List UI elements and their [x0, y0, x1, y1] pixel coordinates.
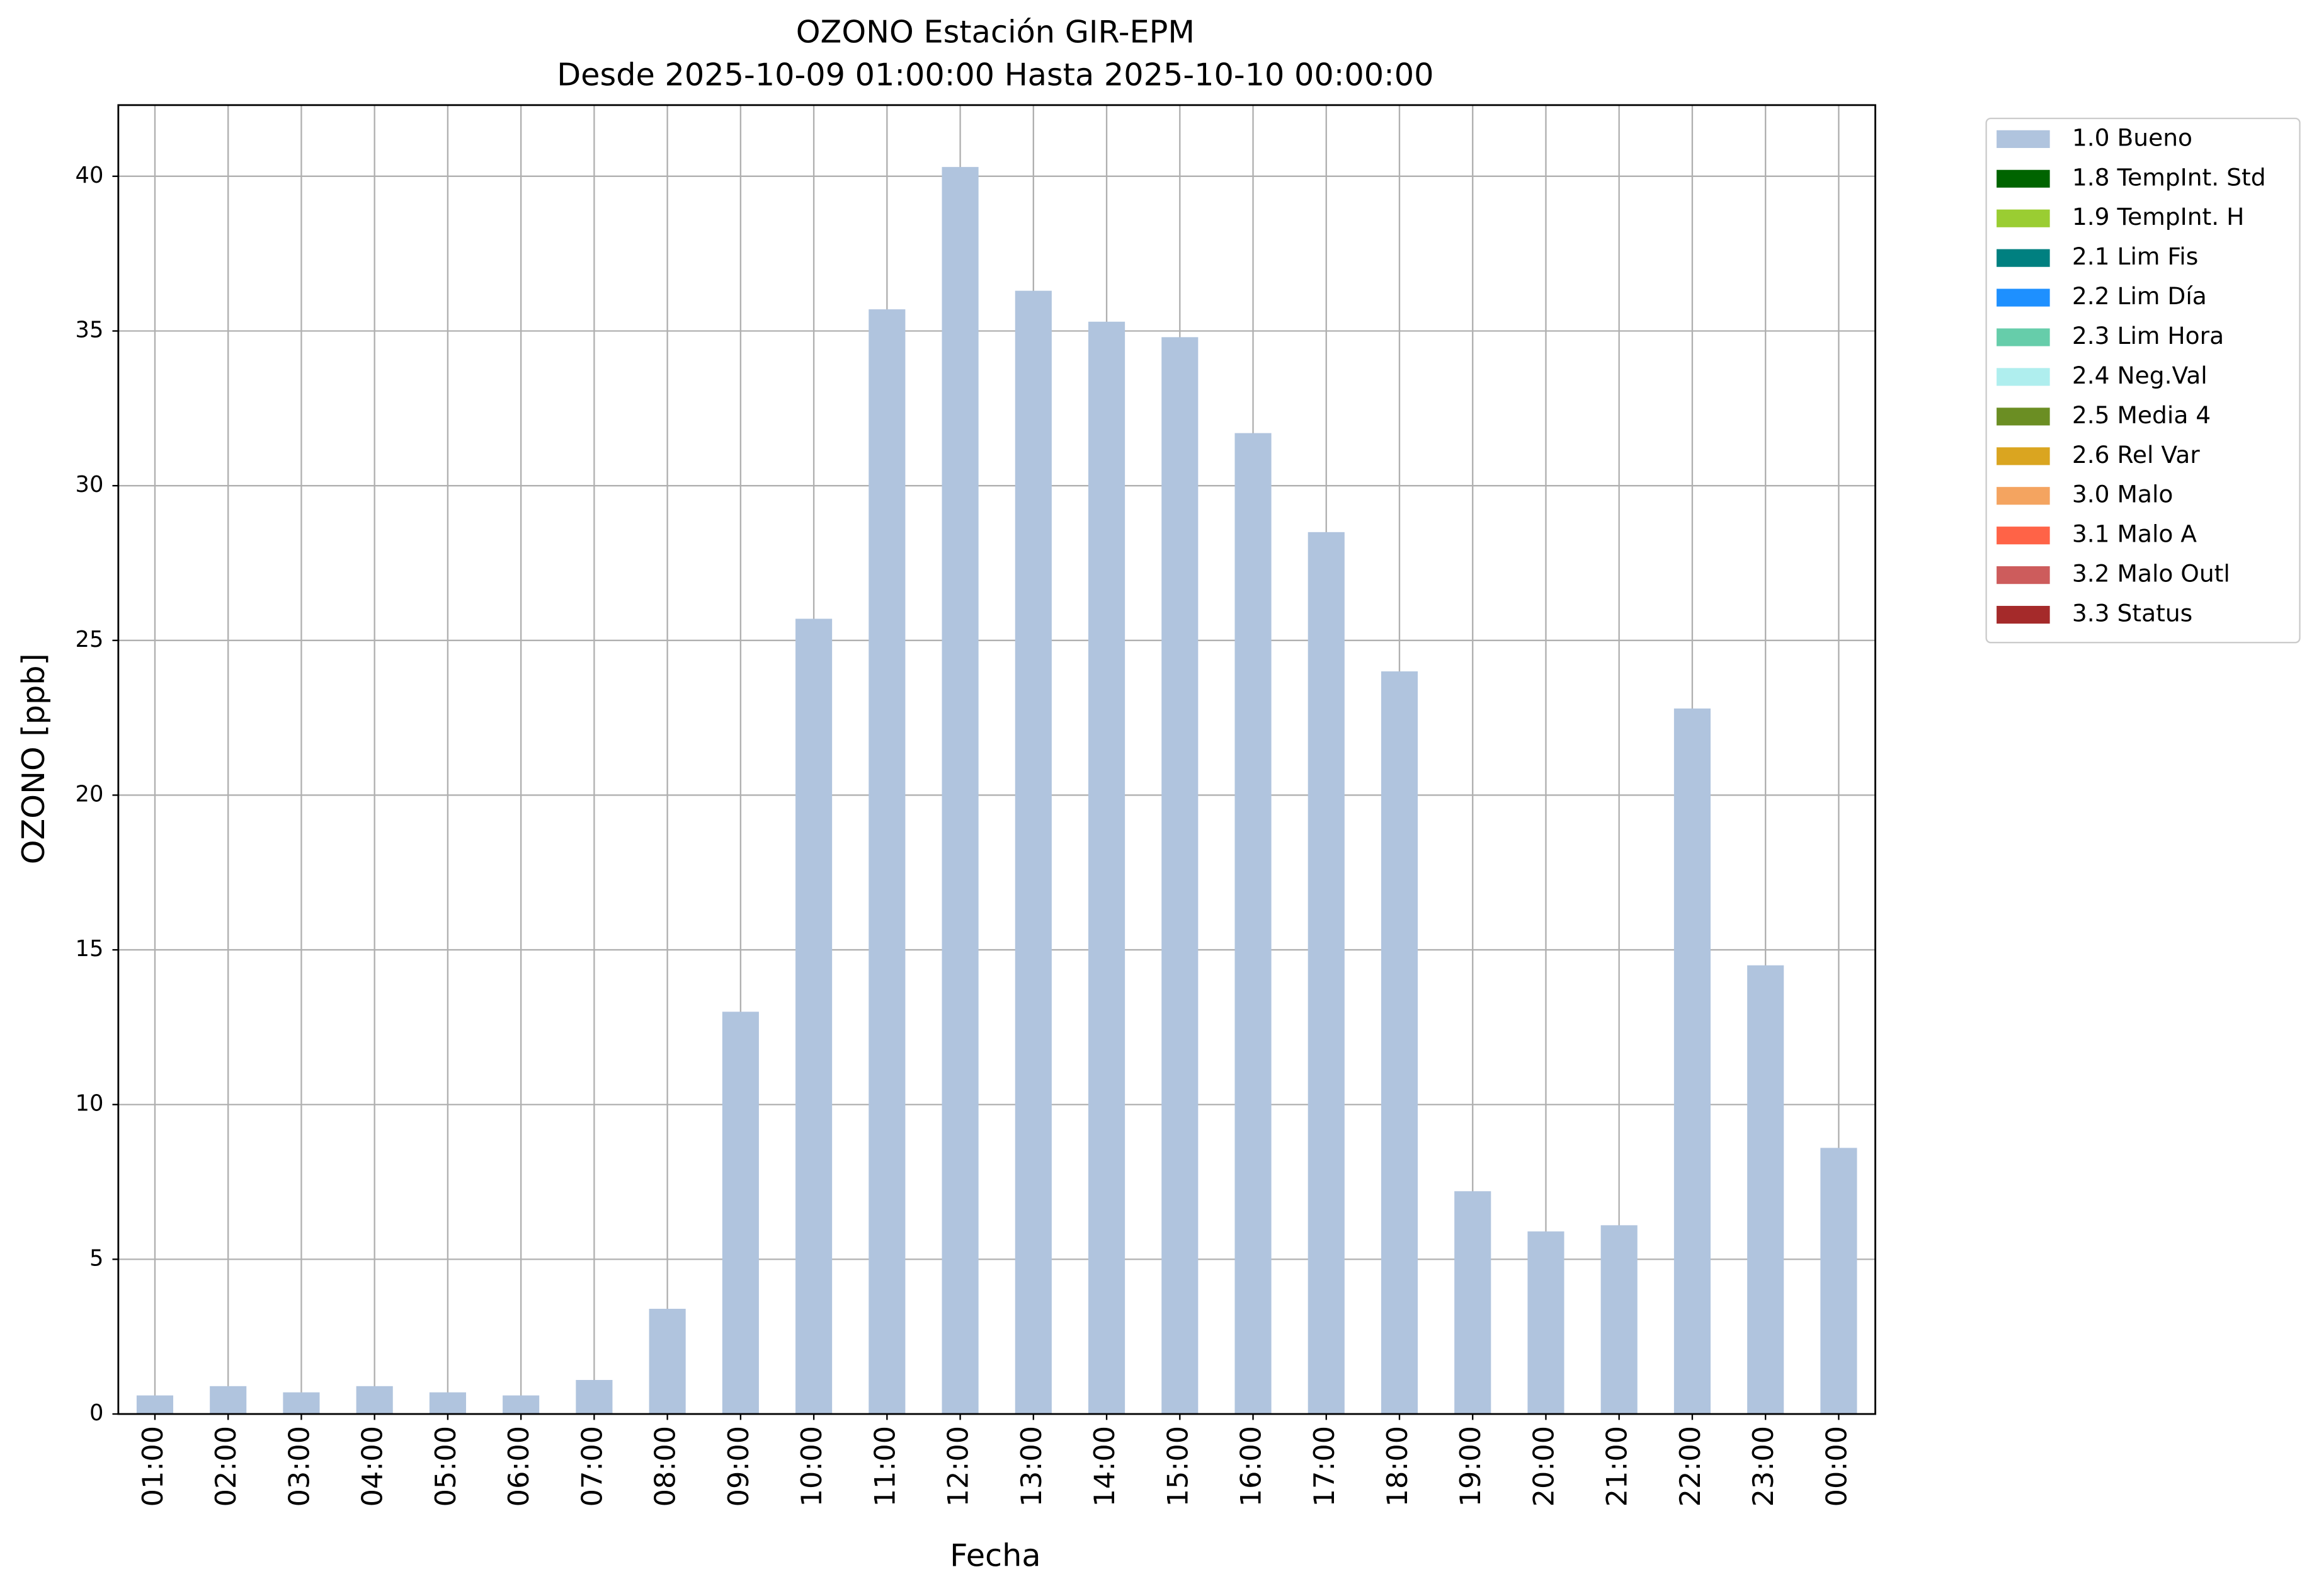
x-tick-label: 04:00 [356, 1426, 389, 1507]
chart-subtitle: Desde 2025-10-09 01:00:00 Hasta 2025-10-… [557, 57, 1433, 93]
bar [1161, 337, 1199, 1415]
x-tick-label: 22:00 [1674, 1426, 1707, 1507]
legend-label: 2.2 Lim Día [2072, 282, 2207, 310]
legend-swatch [1997, 447, 2050, 465]
bar [1381, 671, 1418, 1415]
legend-swatch [1997, 408, 2050, 426]
y-axis-label: OZONO [ppb] [15, 653, 52, 864]
legend-label: 1.8 TempInt. Std [2072, 163, 2266, 191]
legend-swatch [1997, 566, 2050, 584]
y-tick-label: 35 [76, 317, 104, 343]
legend-label: 3.3 Status [2072, 600, 2192, 627]
legend-swatch [1997, 209, 2050, 227]
legend-label: 3.0 Malo [2072, 481, 2174, 508]
chart-title: OZONO Estación GIR-EPM [796, 14, 1195, 50]
x-tick-label: 16:00 [1235, 1426, 1268, 1507]
bar [942, 167, 979, 1415]
legend-label: 1.0 Bueno [2072, 123, 2192, 151]
x-tick-label: 09:00 [722, 1426, 755, 1507]
bar [795, 618, 833, 1415]
bar [356, 1386, 393, 1415]
x-tick-label: 02:00 [210, 1426, 242, 1507]
bar [1600, 1225, 1638, 1415]
legend-label: 2.3 Lim Hora [2072, 322, 2224, 350]
x-axis-label: Fecha [950, 1537, 1041, 1573]
legend-swatch [1997, 527, 2050, 545]
bar [1308, 532, 1345, 1415]
y-tick-label: 5 [89, 1245, 103, 1271]
y-tick-label: 10 [76, 1091, 104, 1117]
y-tick-label: 20 [76, 781, 104, 807]
bar [576, 1379, 613, 1415]
bar [1088, 321, 1125, 1415]
bar [869, 309, 906, 1415]
legend-swatch [1997, 288, 2050, 307]
x-tick-label: 14:00 [1088, 1426, 1121, 1507]
x-tick-label: 18:00 [1381, 1426, 1414, 1507]
x-tick-label: 12:00 [942, 1426, 975, 1507]
x-tick-label: 13:00 [1015, 1426, 1048, 1507]
x-tick-label: 15:00 [1161, 1426, 1194, 1507]
bar [1234, 433, 1272, 1415]
x-tick-label: 10:00 [795, 1426, 828, 1507]
legend-label: 2.5 Media 4 [2072, 401, 2211, 429]
bar [210, 1386, 247, 1415]
y-tick-label: 15 [76, 936, 104, 962]
x-tick-label: 03:00 [283, 1426, 316, 1507]
x-tick-label: 19:00 [1454, 1426, 1487, 1507]
legend-swatch [1997, 487, 2050, 505]
legend-label: 2.6 Rel Var [2072, 441, 2200, 469]
y-tick-label: 0 [89, 1400, 103, 1426]
legend-swatch [1997, 169, 2050, 188]
grid [118, 105, 1876, 1415]
legend-swatch [1997, 368, 2050, 386]
y-tick-label: 30 [76, 472, 104, 498]
plot-frame [117, 104, 1876, 1415]
bar [1454, 1191, 1491, 1415]
legend-label: 3.1 Malo A [2072, 520, 2197, 548]
bar [429, 1392, 466, 1415]
x-tick-label: 07:00 [576, 1426, 608, 1507]
x-tick-label: 01:00 [137, 1426, 169, 1507]
legend-swatch [1997, 130, 2050, 148]
bar [1673, 708, 1711, 1415]
y-tick-label: 40 [76, 162, 104, 188]
legend-label: 1.9 TempInt. H [2072, 203, 2245, 231]
bars [136, 167, 1857, 1415]
legend-label: 3.2 Malo Outl [2072, 560, 2230, 588]
bar [136, 1395, 174, 1415]
x-tick-label: 11:00 [869, 1426, 901, 1507]
x-tick-label: 00:00 [1820, 1426, 1853, 1507]
legend-swatch [1997, 605, 2050, 624]
x-tick-label: 23:00 [1747, 1426, 1780, 1507]
x-tick-label: 21:00 [1601, 1426, 1634, 1507]
x-tick-label: 17:00 [1308, 1426, 1341, 1507]
x-tick-label: 20:00 [1527, 1426, 1560, 1507]
bar [722, 1012, 759, 1415]
x-tick-label: 08:00 [649, 1426, 682, 1507]
legend-box [1985, 117, 2301, 644]
x-tick-label: 05:00 [430, 1426, 462, 1507]
bar [503, 1395, 540, 1415]
bar [1747, 965, 1784, 1415]
bar [1527, 1231, 1564, 1415]
bar [649, 1308, 686, 1415]
bar [1015, 290, 1052, 1415]
bar [1820, 1148, 1857, 1415]
bar [283, 1392, 320, 1415]
legend-swatch [1997, 328, 2050, 346]
legend-label: 2.1 Lim Fis [2072, 242, 2198, 270]
legend-label: 2.4 Neg.Val [2072, 362, 2208, 389]
y-tick-label: 25 [76, 627, 104, 653]
x-tick-label: 06:00 [503, 1426, 535, 1507]
legend-swatch [1997, 249, 2050, 267]
